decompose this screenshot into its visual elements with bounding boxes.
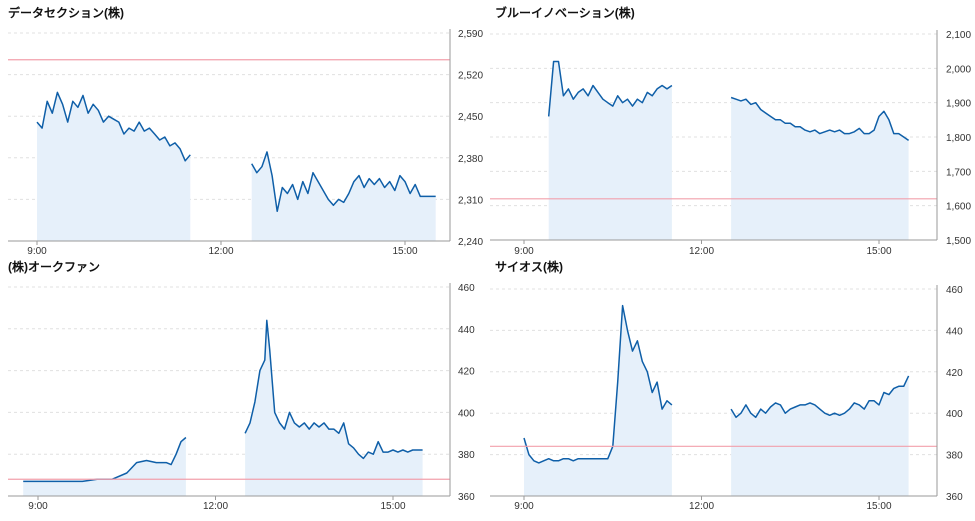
- x-tick-label: 15:00: [866, 501, 891, 512]
- chart-panel-3: (株)オークファン 460 440 420 400 380 360 9:00 12:00 15:0…: [8, 259, 475, 512]
- y-tick-label: 420: [458, 367, 475, 378]
- chart-panel-2: ブルーイノベーション(株) 2,100 2,000 1,900 1,800 1,700 1,…: [490, 5, 971, 257]
- area-morning: [548, 61, 672, 240]
- chart-panel-1: データセクション(株) 2,590 2,520 2,450 2,380 2,310 2,24…: [8, 5, 483, 257]
- y-tick-label: 2,000: [946, 64, 971, 75]
- area-afternoon: [731, 97, 909, 240]
- y-tick-label: 440: [458, 325, 475, 336]
- y-tick-label: 2,450: [458, 112, 483, 123]
- series-line-afternoon: [730, 375, 910, 419]
- area-morning: [524, 305, 672, 496]
- chart-title: (株)オークファン: [8, 259, 100, 274]
- y-tick-label: 1,900: [946, 99, 971, 110]
- area-afternoon: [245, 320, 423, 496]
- area-morning: [37, 92, 191, 242]
- series-line-morning: [523, 304, 673, 464]
- y-tick-label: 460: [946, 285, 963, 296]
- series-line-morning: [36, 91, 191, 162]
- y-tick-label: 420: [946, 368, 963, 379]
- y-tick-label: 2,520: [458, 71, 483, 82]
- y-tick-label: 2,310: [458, 195, 483, 206]
- x-tick-label: 15:00: [392, 246, 417, 257]
- y-tick-label: 2,380: [458, 154, 483, 165]
- y-tick-label: 2,590: [458, 29, 483, 40]
- x-tick-label: 15:00: [866, 246, 891, 257]
- x-tick-label: 12:00: [203, 501, 228, 512]
- area-afternoon: [251, 151, 436, 241]
- y-tick-label: 1,500: [946, 236, 971, 247]
- x-tick-label: 15:00: [380, 501, 405, 512]
- y-tick-label: 1,800: [946, 133, 971, 144]
- x-tick-label: 12:00: [689, 501, 714, 512]
- y-tick-label: 360: [946, 492, 963, 503]
- y-tick-label: 440: [946, 326, 963, 337]
- x-tick-label: 12:00: [689, 246, 714, 257]
- chart-title: ブルーイノベーション(株): [495, 5, 635, 20]
- area-afternoon: [731, 375, 909, 496]
- chart-title: データセクション(株): [8, 5, 124, 20]
- x-tick-label: 9:00: [514, 501, 534, 512]
- y-tick-label: 2,100: [946, 30, 971, 41]
- y-tick-label: 360: [458, 492, 475, 503]
- series-line-afternoon: [730, 96, 910, 142]
- y-tick-label: 400: [458, 408, 475, 419]
- x-tick-label: 12:00: [208, 246, 233, 257]
- x-tick-label: 9:00: [514, 246, 534, 257]
- series-line-afternoon: [244, 319, 423, 460]
- y-tick-label: 460: [458, 283, 475, 294]
- y-tick-label: 1,600: [946, 202, 971, 213]
- chart-title: サイオス(株): [495, 259, 563, 274]
- chart-panel-4: サイオス(株) 460 440 420 400 380 360 9:00 12:00 15:00: [490, 259, 963, 512]
- x-tick-label: 9:00: [27, 246, 47, 257]
- area-morning: [23, 437, 186, 496]
- y-tick-label: 400: [946, 409, 963, 420]
- y-tick-label: 380: [458, 450, 475, 461]
- series-line-afternoon: [251, 151, 436, 213]
- y-tick-label: 2,240: [458, 237, 483, 248]
- series-line-morning: [23, 436, 187, 483]
- x-tick-label: 9:00: [28, 501, 48, 512]
- y-tick-label: 1,700: [946, 167, 971, 178]
- y-tick-label: 380: [946, 451, 963, 462]
- series-line-morning: [547, 60, 673, 117]
